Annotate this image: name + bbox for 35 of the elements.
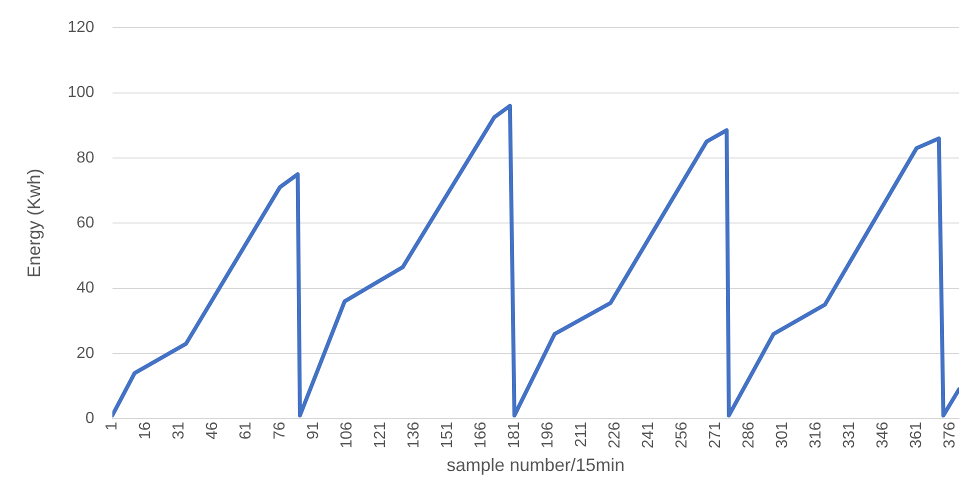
y-tick-label: 60 (76, 214, 94, 232)
x-tick-label: 316 (807, 422, 824, 448)
y-tick-label: 0 (85, 410, 94, 428)
x-tick-label: 31 (170, 422, 188, 440)
x-tick-label: 151 (438, 422, 456, 448)
y-axis-title: Energy (Kwh) (24, 168, 44, 278)
x-tick-label: 166 (472, 422, 490, 448)
x-tick-label: 91 (304, 422, 322, 440)
x-tick-label: 331 (840, 422, 858, 448)
x-tick-label: 181 (506, 422, 523, 448)
x-axis-title: sample number/15min (446, 455, 625, 476)
x-tick-label: 106 (338, 422, 356, 448)
x-tick-label: 16 (137, 422, 154, 440)
x-tick-label: 361 (908, 422, 925, 448)
x-tick-label: 286 (740, 422, 758, 448)
y-tick-label: 120 (68, 19, 94, 36)
x-tick-label: 211 (572, 422, 590, 448)
y-tick-label: 20 (76, 344, 94, 362)
x-tick-label: 1 (104, 422, 121, 431)
x-tick-label: 136 (405, 422, 422, 448)
x-tick-label: 271 (706, 422, 724, 448)
x-tick-label: 256 (673, 422, 690, 448)
x-tick-label: 226 (606, 422, 624, 448)
y-tick-label: 80 (76, 149, 94, 166)
x-tick-label: 301 (774, 422, 791, 448)
x-tick-label: 241 (640, 422, 657, 448)
x-tick-label: 376 (941, 422, 958, 448)
x-tick-label: 46 (204, 422, 222, 440)
y-tick-label: 40 (76, 280, 94, 297)
x-tick-label: 346 (874, 422, 892, 448)
x-tick-label: 76 (271, 422, 288, 440)
y-tick-label: 100 (68, 84, 94, 102)
x-tick-label: 196 (539, 422, 556, 448)
x-tick-label: 121 (372, 422, 389, 448)
x-tick-label: 61 (238, 422, 255, 440)
